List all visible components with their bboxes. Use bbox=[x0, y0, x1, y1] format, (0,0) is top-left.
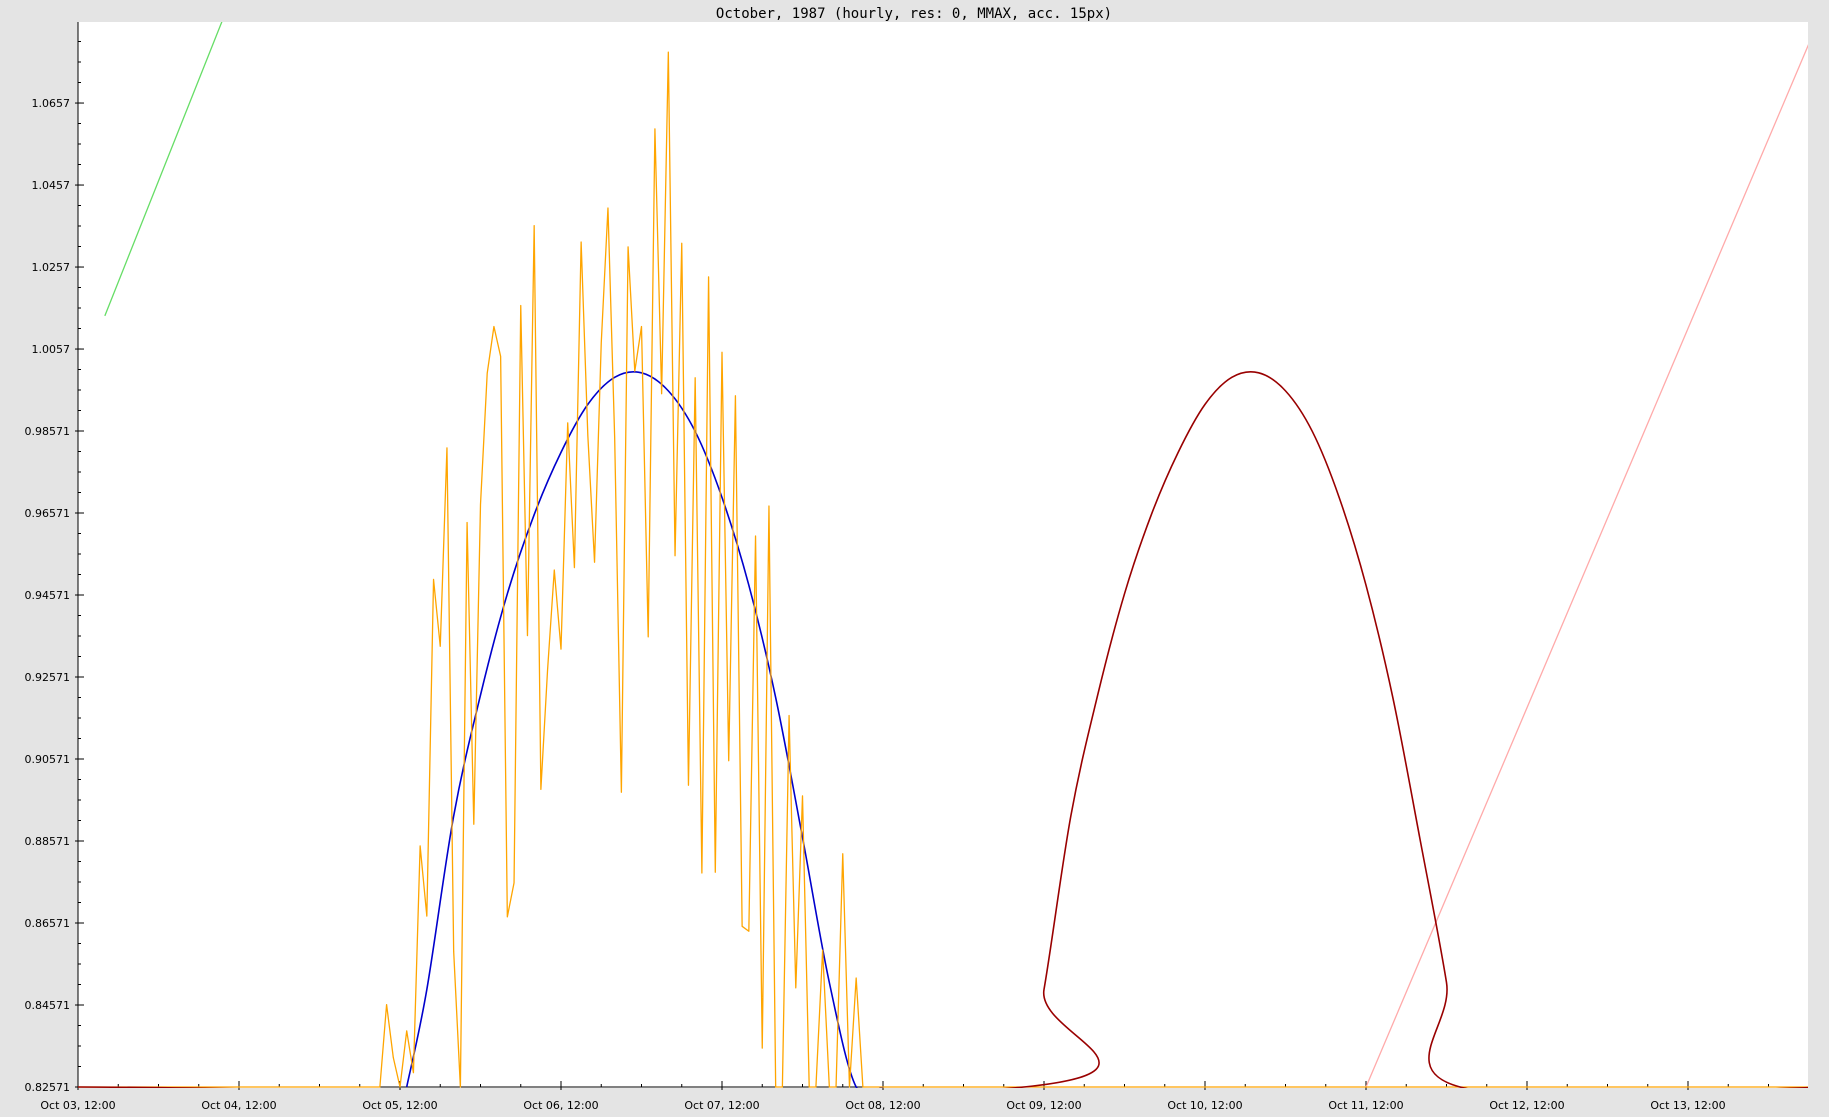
chart-title: October, 1987 (hourly, res: 0, MMAX, acc… bbox=[716, 6, 1112, 22]
x-tick-label: Oct 09, 12:00 bbox=[1006, 1099, 1081, 1112]
y-tick-label: 1.0257 bbox=[32, 261, 71, 274]
y-tick-label: 0.86571 bbox=[25, 917, 71, 930]
y-tick-label: 0.84571 bbox=[25, 999, 71, 1012]
x-tick-label: Oct 10, 12:00 bbox=[1167, 1099, 1242, 1112]
x-tick-label: Oct 05, 12:00 bbox=[362, 1099, 437, 1112]
y-tick-label: 0.94571 bbox=[25, 589, 71, 602]
y-tick-label: 0.98571 bbox=[25, 425, 71, 438]
y-axis: 0.82571 0.84571 0.86571 0.88571 0.90571 0.925… bbox=[25, 22, 84, 1094]
x-tick-label: Oct 03, 12:00 bbox=[40, 1099, 115, 1112]
x-tick-label: Oct 12, 12:00 bbox=[1489, 1099, 1564, 1112]
x-tick-label: Oct 08, 12:00 bbox=[845, 1099, 920, 1112]
y-tick-label: 0.96571 bbox=[25, 507, 71, 520]
series-line-3 bbox=[78, 51, 1808, 1088]
series-line-0 bbox=[104, 22, 223, 317]
y-tick-label: 1.0057 bbox=[32, 343, 71, 356]
series-line-2 bbox=[405, 371, 884, 1088]
y-tick-label: 1.0457 bbox=[32, 179, 71, 192]
y-tick-label: 1.0657 bbox=[32, 97, 71, 110]
series-layer bbox=[78, 22, 1808, 1088]
x-tick-label: Oct 06, 12:00 bbox=[523, 1099, 598, 1112]
series-line-4 bbox=[78, 371, 1808, 1088]
x-tick-label: Oct 07, 12:00 bbox=[684, 1099, 759, 1112]
x-tick-label: Oct 04, 12:00 bbox=[201, 1099, 276, 1112]
plot-area bbox=[78, 22, 1808, 1088]
y-tick-label: 0.92571 bbox=[25, 671, 71, 684]
x-tick-label: Oct 13, 12:00 bbox=[1650, 1099, 1725, 1112]
x-tick-label: Oct 11, 12:00 bbox=[1328, 1099, 1403, 1112]
y-tick-label: 0.82571 bbox=[25, 1081, 71, 1094]
x-axis: Oct 03, 12:00 Oct 04, 12:00 Oct 05, 12:00 O… bbox=[40, 1081, 1808, 1112]
series-line-1 bbox=[1365, 44, 1808, 1088]
y-tick-label: 0.90571 bbox=[25, 753, 71, 766]
y-tick-label: 0.88571 bbox=[25, 835, 71, 848]
